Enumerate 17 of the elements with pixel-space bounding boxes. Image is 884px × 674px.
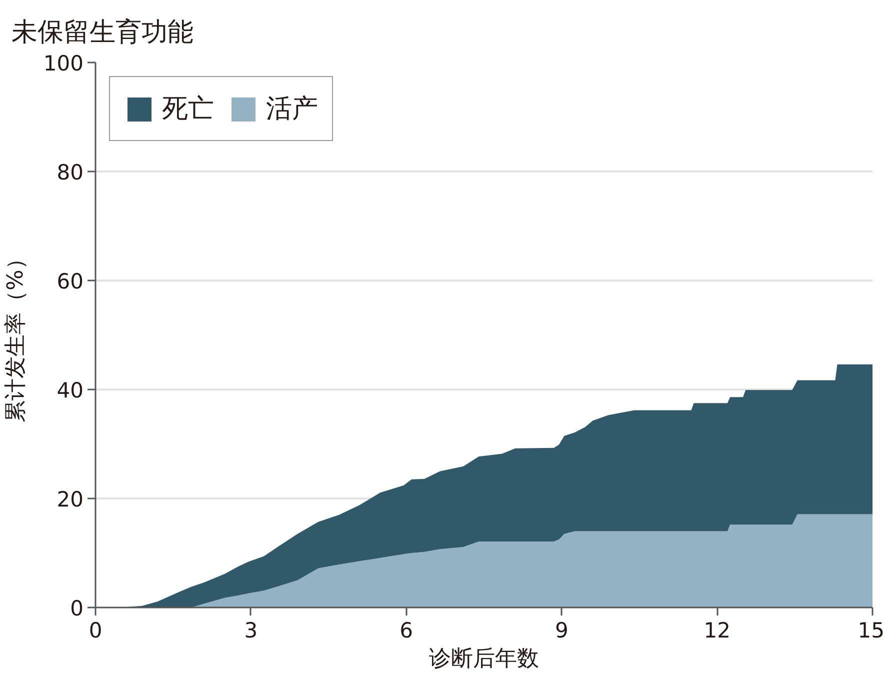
legend-label: 死亡: [162, 93, 214, 126]
y-axis-title: 累计发生率（%）: [3, 248, 28, 422]
chart-title: 未保留生育功能: [12, 18, 194, 48]
x-tick-label: 15: [858, 618, 884, 642]
x-tick-label: 3: [244, 618, 258, 642]
y-tick-label: 40: [56, 378, 84, 402]
y-tick-label: 100: [43, 52, 84, 76]
x-tick-label: 6: [400, 618, 413, 642]
x-tick-label: 0: [88, 618, 102, 642]
x-axis-title: 诊断后年数: [429, 646, 539, 672]
y-tick-label: 20: [56, 488, 84, 512]
y-tick-label: 0: [70, 596, 84, 620]
x-tick-label: 9: [555, 618, 568, 642]
y-tick-label: 80: [56, 160, 84, 184]
x-tick-label: 12: [704, 618, 730, 642]
legend-label: 活产: [266, 93, 318, 126]
y-tick-label: 60: [56, 270, 84, 294]
